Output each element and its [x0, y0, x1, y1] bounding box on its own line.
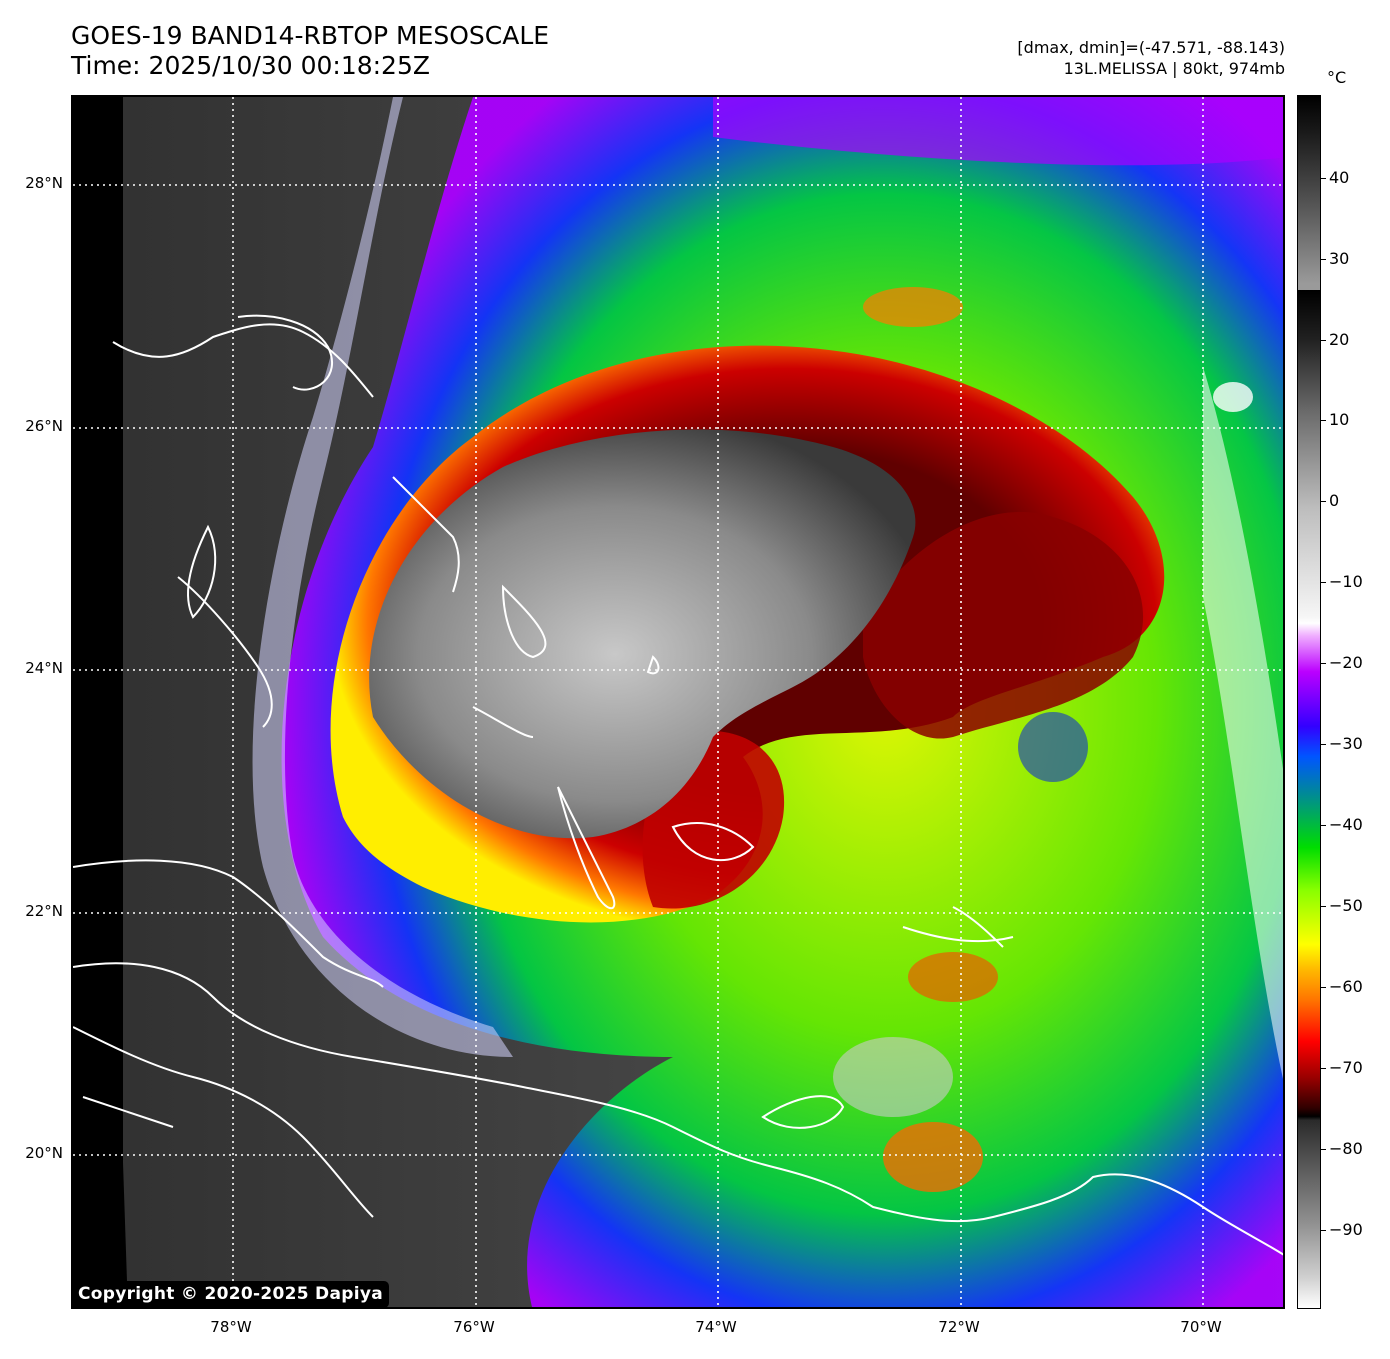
colorbar-label-minus50: −50 [1329, 896, 1363, 915]
satellite-imagery [73, 97, 1283, 1307]
colorbar-label-40: 40 [1329, 168, 1350, 187]
copyright-badge: Copyright © 2020-2025 Dapiya [72, 1281, 389, 1308]
colorbar-tick [1321, 744, 1326, 745]
satellite-map [71, 95, 1285, 1309]
colorbar-tick [1321, 178, 1326, 179]
colorbar-tick [1321, 582, 1326, 583]
colorbar-label-minus10: −10 [1329, 572, 1363, 591]
lon-label-78w: 78°W [210, 1318, 252, 1336]
coastlines [73, 314, 1283, 1256]
colorbar-tick [1321, 259, 1326, 260]
gridlines [73, 97, 1283, 1307]
colorbar-label-minus60: −60 [1329, 977, 1363, 996]
colorbar-tick [1321, 1068, 1326, 1069]
colorbar [1297, 95, 1321, 1309]
map-title: GOES-19 BAND14-RBTOP MESOSCALE [71, 21, 550, 50]
lon-label-74w: 74°W [695, 1318, 737, 1336]
lat-label-26n: 26°N [25, 417, 63, 435]
storm-info: 13L.MELISSA | 80kt, 974mb [1063, 59, 1285, 78]
colorbar-label-0: 0 [1329, 491, 1340, 510]
colorbar-label-minus70: −70 [1329, 1058, 1363, 1077]
colorbar-tick [1321, 340, 1326, 341]
colorbar-tick [1321, 663, 1326, 664]
colorbar-label-minus90: −90 [1329, 1220, 1363, 1239]
colorbar-label-minus20: −20 [1329, 653, 1363, 672]
lat-label-24n: 24°N [25, 659, 63, 677]
colorbar-label-10: 10 [1329, 410, 1350, 429]
colorbar-label-minus40: −40 [1329, 815, 1363, 834]
lat-label-28n: 28°N [25, 174, 63, 192]
colorbar-label-minus30: −30 [1329, 734, 1363, 753]
colorbar-tick [1321, 1149, 1326, 1150]
lat-label-22n: 22°N [25, 902, 63, 920]
lon-label-72w: 72°W [938, 1318, 980, 1336]
colorbar-tick [1321, 987, 1326, 988]
colorbar-unit: °C [1327, 68, 1347, 87]
colorbar-label-minus80: −80 [1329, 1139, 1363, 1158]
stats-minmax: [dmax, dmin]=(-47.571, -88.143) [1017, 38, 1285, 57]
colorbar-tick [1321, 825, 1326, 826]
map-time: Time: 2025/10/30 00:18:25Z [71, 51, 430, 80]
lon-label-70w: 70°W [1180, 1318, 1222, 1336]
lon-label-76w: 76°W [453, 1318, 495, 1336]
colorbar-tick [1321, 1230, 1326, 1231]
colorbar-tick [1321, 420, 1326, 421]
lat-label-20n: 20°N [25, 1144, 63, 1162]
colorbar-tick [1321, 501, 1326, 502]
colorbar-label-30: 30 [1329, 249, 1350, 268]
colorbar-label-20: 20 [1329, 330, 1350, 349]
colorbar-tick [1321, 906, 1326, 907]
